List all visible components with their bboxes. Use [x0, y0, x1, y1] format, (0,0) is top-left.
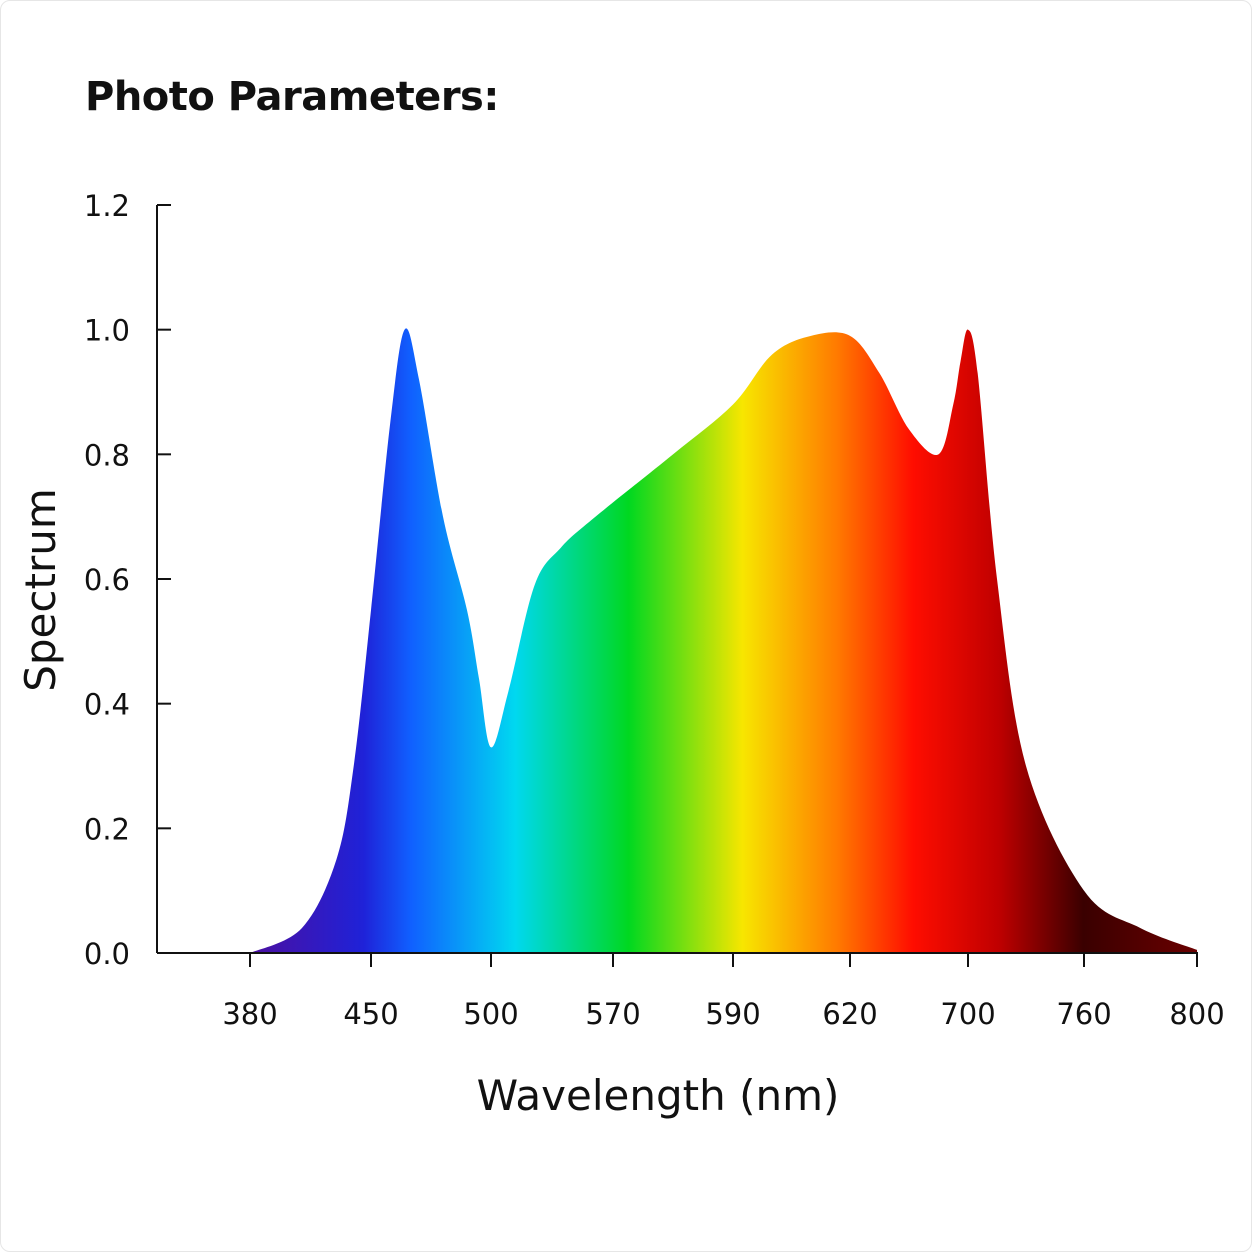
spectrum-area [250, 328, 1197, 953]
x-tick-label: 450 [343, 997, 398, 1031]
x-axis-title: Wavelength (nm) [477, 1071, 840, 1120]
y-tick-label: 1.0 [84, 314, 130, 348]
y-tick-label: 1.2 [84, 189, 130, 223]
y-tick-label: 0.0 [84, 937, 130, 971]
x-tick-label: 570 [585, 997, 640, 1031]
y-tick-label: 0.4 [84, 688, 130, 722]
y-axis-title: Spectrum [16, 488, 65, 692]
x-tick-label: 760 [1056, 997, 1111, 1031]
y-tick-label: 0.2 [84, 812, 130, 846]
x-tick-label: 380 [222, 997, 277, 1031]
x-tick-label: 500 [463, 997, 518, 1031]
x-tick-label: 800 [1169, 997, 1224, 1031]
x-tick-label: 700 [940, 997, 995, 1031]
y-tick-label: 0.6 [84, 563, 130, 597]
x-tick-label: 590 [705, 997, 760, 1031]
x-tick-label: 620 [822, 997, 877, 1031]
chart-title: Photo Parameters: [85, 74, 499, 120]
y-tick-label: 0.8 [84, 438, 130, 472]
